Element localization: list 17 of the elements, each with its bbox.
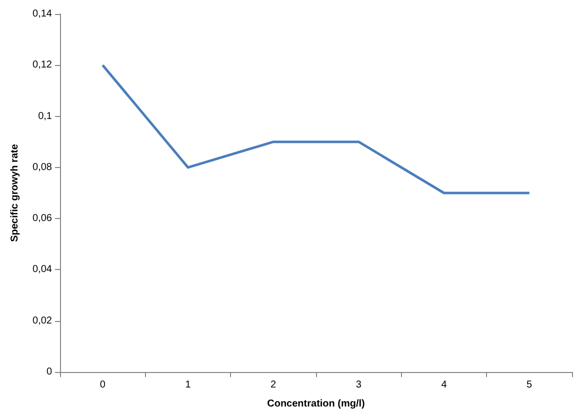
y-tick-label: 0,08 xyxy=(32,162,52,173)
x-tick-label: 5 xyxy=(526,380,533,390)
y-tick-label: 0,06 xyxy=(32,213,52,224)
y-tick-label: 0,02 xyxy=(32,315,52,326)
x-tick-label: 4 xyxy=(441,380,448,390)
x-tick-label: 2 xyxy=(270,380,277,390)
y-tick-label: 0,12 xyxy=(32,60,52,71)
y-tick-label: 0,1 xyxy=(38,110,52,122)
x-tick-label: 3 xyxy=(356,380,362,390)
y-tick-label: 0 xyxy=(46,366,52,378)
x-tick-label: 0 xyxy=(100,380,106,390)
y-axis-title: Specific growyh rate xyxy=(10,144,20,242)
y-tick-label: 0,04 xyxy=(32,264,52,276)
x-axis-title: Concentration (mg/l) xyxy=(267,398,365,410)
line-series xyxy=(101,64,531,194)
y-tick-label: 0,14 xyxy=(32,8,52,20)
x-tick-label: 1 xyxy=(185,380,192,390)
